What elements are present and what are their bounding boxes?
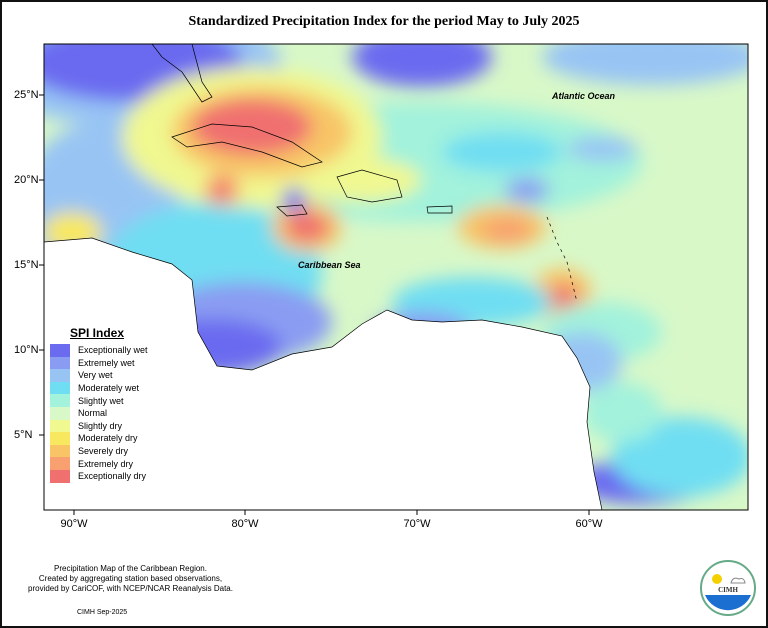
lat-label: 10°N <box>14 344 39 356</box>
spi-anomaly-region <box>282 188 306 212</box>
legend-label: Normal <box>78 408 108 419</box>
legend-label: Slightly wet <box>78 395 124 406</box>
cimh-logo: CIMH <box>700 560 756 616</box>
land-jamaica <box>276 204 308 217</box>
spi-anomaly-region <box>550 285 578 309</box>
spi-anomaly-region <box>352 44 492 87</box>
spi-anomaly-region <box>442 132 562 172</box>
spi-anomaly-region <box>582 382 662 442</box>
legend-swatch <box>50 394 70 407</box>
legend-item: Moderately wet <box>50 381 150 395</box>
legend-item: Exceptionally dry <box>50 469 150 483</box>
legend-title: SPI Index <box>70 326 125 340</box>
legend-label: Very wet <box>78 370 113 381</box>
legend-label: Moderately wet <box>78 383 140 394</box>
land-lesser-antilles <box>546 216 578 303</box>
lat-label: 20°N <box>14 174 39 186</box>
spi-anomaly-region <box>542 44 748 85</box>
legend-label: Moderately dry <box>78 433 138 444</box>
legend-swatch <box>50 381 70 395</box>
atlantic-ocean-label: Atlantic Ocean <box>552 91 616 101</box>
credit-line: provided by CariCOF, with NCEP/NCAR Rean… <box>28 584 233 593</box>
legend-item: Extremely wet <box>50 356 150 370</box>
spi-anomaly-region <box>213 181 231 199</box>
legend-swatch <box>50 419 70 433</box>
legend-label: Severely dry <box>78 446 129 457</box>
credit-line: Precipitation Map of the Caribbean Regio… <box>54 564 207 573</box>
spi-anomaly-region <box>567 137 637 161</box>
spi-anomaly-region <box>285 212 329 242</box>
legend-swatch <box>50 469 70 483</box>
land-central-south-america <box>44 237 603 510</box>
lon-label: 70°W <box>403 518 431 530</box>
legend-swatch <box>50 356 70 370</box>
land-florida <box>151 44 213 103</box>
map-title: Standardized Precipitation Index for the… <box>188 14 580 29</box>
legend-item: Slightly dry <box>50 419 150 433</box>
legend-swatch <box>50 406 70 420</box>
legend-swatch <box>50 432 70 445</box>
lat-label: 15°N <box>14 259 39 271</box>
credits: Precipitation Map of the Caribbean Regio… <box>8 564 253 594</box>
lat-label: 5°N <box>14 429 33 441</box>
credit-line: Created by aggregating station based obs… <box>38 574 223 583</box>
logo-text: CIMH <box>718 586 738 594</box>
lon-label: 80°W <box>231 518 259 530</box>
sun-icon <box>712 574 722 584</box>
land-hispaniola <box>336 169 403 203</box>
spi-anomaly-region <box>505 178 549 202</box>
legend-item: Exceptionally wet <box>50 344 150 357</box>
legend-label: Exceptionally wet <box>78 345 148 356</box>
land-cuba <box>171 123 323 168</box>
caribbean-sea-label: Caribbean Sea <box>298 260 361 270</box>
date-note: CIMH Sep-2025 <box>77 609 128 616</box>
legend-item: Normal <box>50 406 150 420</box>
legend-label: Extremely dry <box>78 458 134 469</box>
cloud-icon <box>730 577 746 584</box>
legend-item: Extremely dry <box>50 457 150 470</box>
legend-item: Slightly wet <box>50 394 150 407</box>
land-puerto-rico <box>426 205 453 214</box>
spi-anomaly-region <box>482 218 532 242</box>
legend-item: Severely dry <box>50 444 150 458</box>
lon-label: 60°W <box>575 518 603 530</box>
legend: SPI Index Exceptionally wet Extremely wet… <box>46 324 150 487</box>
legend-swatch <box>50 457 70 470</box>
legend-label: Extremely wet <box>78 357 135 368</box>
legend-label: Exceptionally dry <box>78 471 147 482</box>
spi-anomaly-region <box>302 158 422 202</box>
lat-label: 25°N <box>14 89 39 101</box>
sea-icon <box>705 595 751 611</box>
legend-label: Slightly dry <box>78 420 123 431</box>
lon-label: 90°W <box>60 518 88 530</box>
legend-item: Very wet <box>50 369 150 382</box>
legend-item: Moderately dry <box>50 432 150 445</box>
legend-swatch <box>50 369 70 382</box>
legend-swatch <box>50 344 70 357</box>
spi-anomaly-region <box>612 417 748 497</box>
legend-swatch <box>50 444 70 458</box>
